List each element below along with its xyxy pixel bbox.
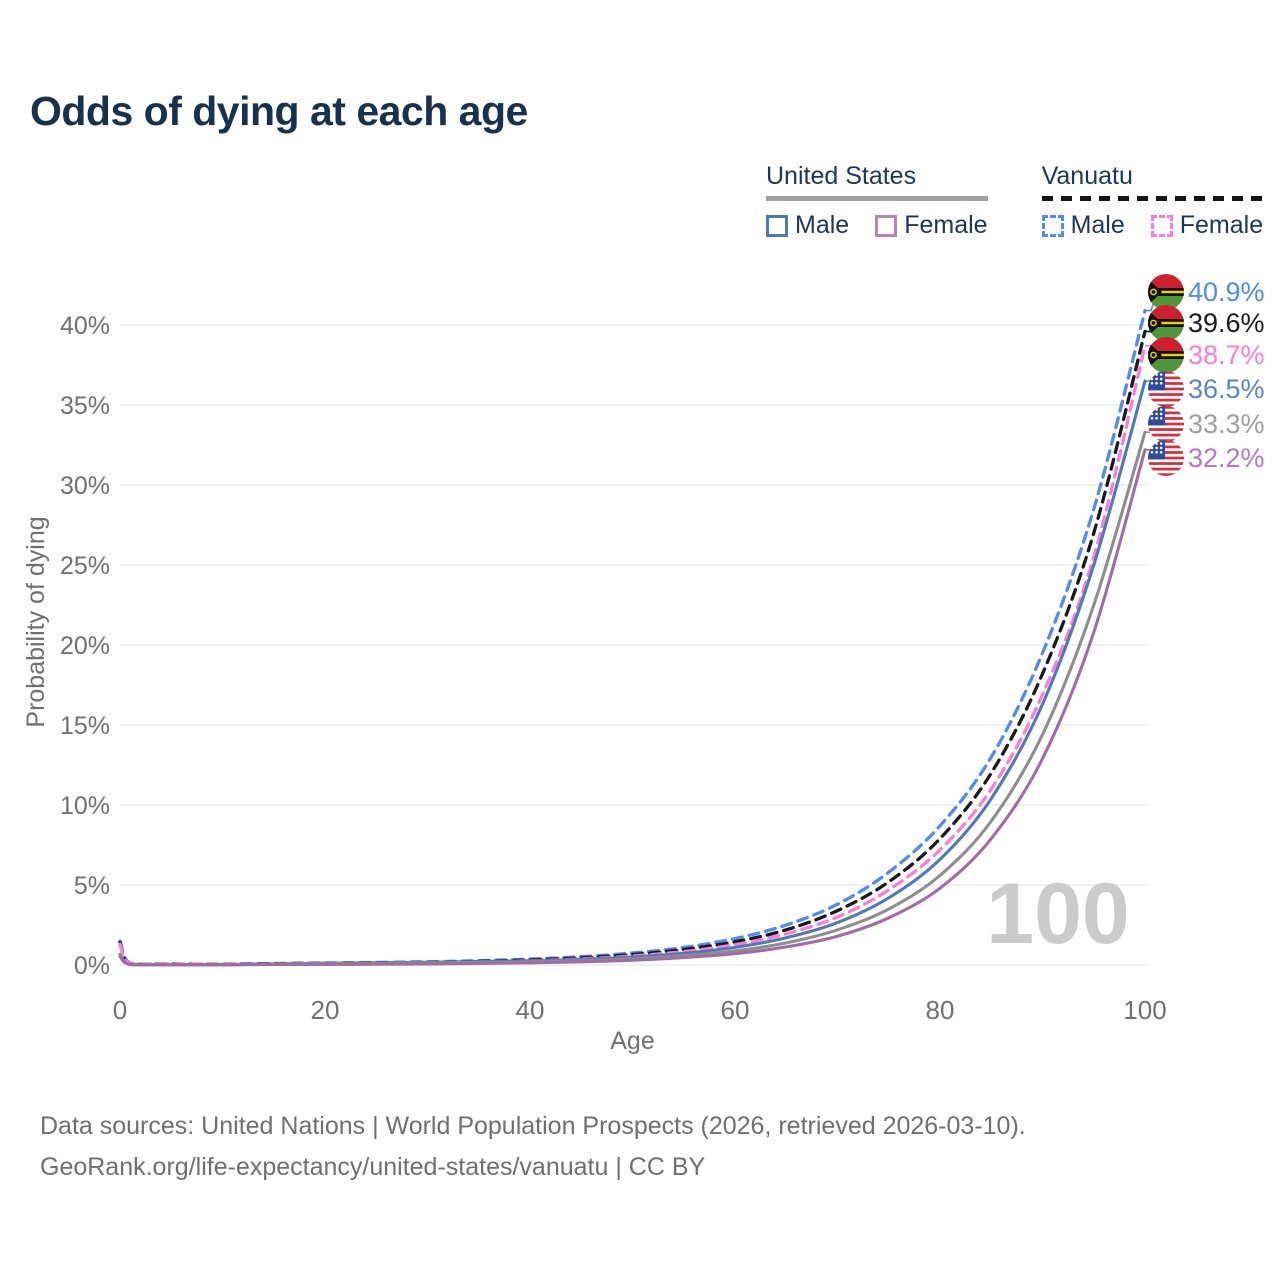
end-label-value-vanuatu-female: 38.7% [1188,340,1265,370]
y-tick-label-35: 35% [60,392,110,420]
page-title: Odds of dying at each age [30,88,528,134]
y-tick-label-10: 10% [60,792,110,820]
end-label-value-vanuatu-both-sexes: 39.6% [1188,308,1265,338]
legend-group-united-states: United States Male Female [766,162,988,240]
footer-data-sources: Data sources: United Nations | World Pop… [40,1112,1026,1140]
legend-label-us-female: Female [904,211,988,239]
legend-swatch-us-male [766,214,788,237]
footer-attribution: GeoRank.org/life-expectancy/united-state… [40,1153,706,1181]
legend-label-us-male: Male [795,211,850,239]
end-label-value-vanuatu-male: 40.9% [1188,277,1265,307]
y-tick-label-20: 20% [60,632,110,660]
flag-icon-us [1148,406,1184,442]
end-label-value-united-states-male: 36.5% [1188,374,1265,404]
x-tick-label-100: 100 [1123,995,1166,1025]
legend-group-title-united-states[interactable]: United States [766,162,917,190]
flag-icon-us [1148,371,1184,407]
end-label-value-united-states-both-sexes: 33.3% [1188,409,1265,439]
y-tick-label-25: 25% [60,552,110,580]
legend-group-vanuatu: Vanuatu Male Female [1041,162,1264,240]
legend-underline-dashed [1041,196,1264,201]
legend-item-vu-male[interactable]: Male [1041,211,1125,240]
flag-icon-vu [1148,337,1184,373]
flag-icon-vu [1148,274,1184,310]
x-tick-label-20: 20 [311,995,340,1025]
legend-item-vu-female[interactable]: Female [1150,211,1264,240]
y-tick-label-0: 0% [74,952,110,980]
y-axis-label: Probability of dying [22,516,50,727]
legend: United States Male Female Vanuatu Male Female [766,162,1264,240]
legend-swatch-us-female [875,214,898,237]
legend-label-vu-male: Male [1070,211,1125,239]
legend-item-us-male[interactable]: Male [766,211,849,240]
legend-item-us-female[interactable]: Female [875,211,988,240]
y-tick-label-15: 15% [60,712,110,740]
x-tick-label-0: 0 [113,995,127,1025]
x-tick-label-40: 40 [516,995,545,1025]
legend-swatch-vu-male [1041,214,1064,237]
end-label-value-united-states-female: 32.2% [1188,443,1265,473]
legend-label-vu-female: Female [1179,211,1264,239]
hover-age-watermark: 100 [986,866,1130,962]
legend-swatch-vu-female [1150,214,1173,237]
y-tick-label-30: 30% [60,472,110,500]
legend-underline-solid [766,196,988,201]
x-tick-label-60: 60 [721,995,750,1025]
series-line-united-states-female[interactable] [118,448,1147,967]
y-tick-label-5: 5% [74,872,110,900]
y-tick-label-40: 40% [60,312,110,340]
x-tick-label-80: 80 [926,995,955,1025]
flag-icon-vu [1148,305,1184,341]
legend-group-title-vanuatu[interactable]: Vanuatu [1041,162,1133,190]
x-axis-label: Age [610,1027,654,1055]
footer: Data sources: United Nations | World Pop… [40,1106,1026,1188]
flag-icon-us [1148,440,1184,476]
